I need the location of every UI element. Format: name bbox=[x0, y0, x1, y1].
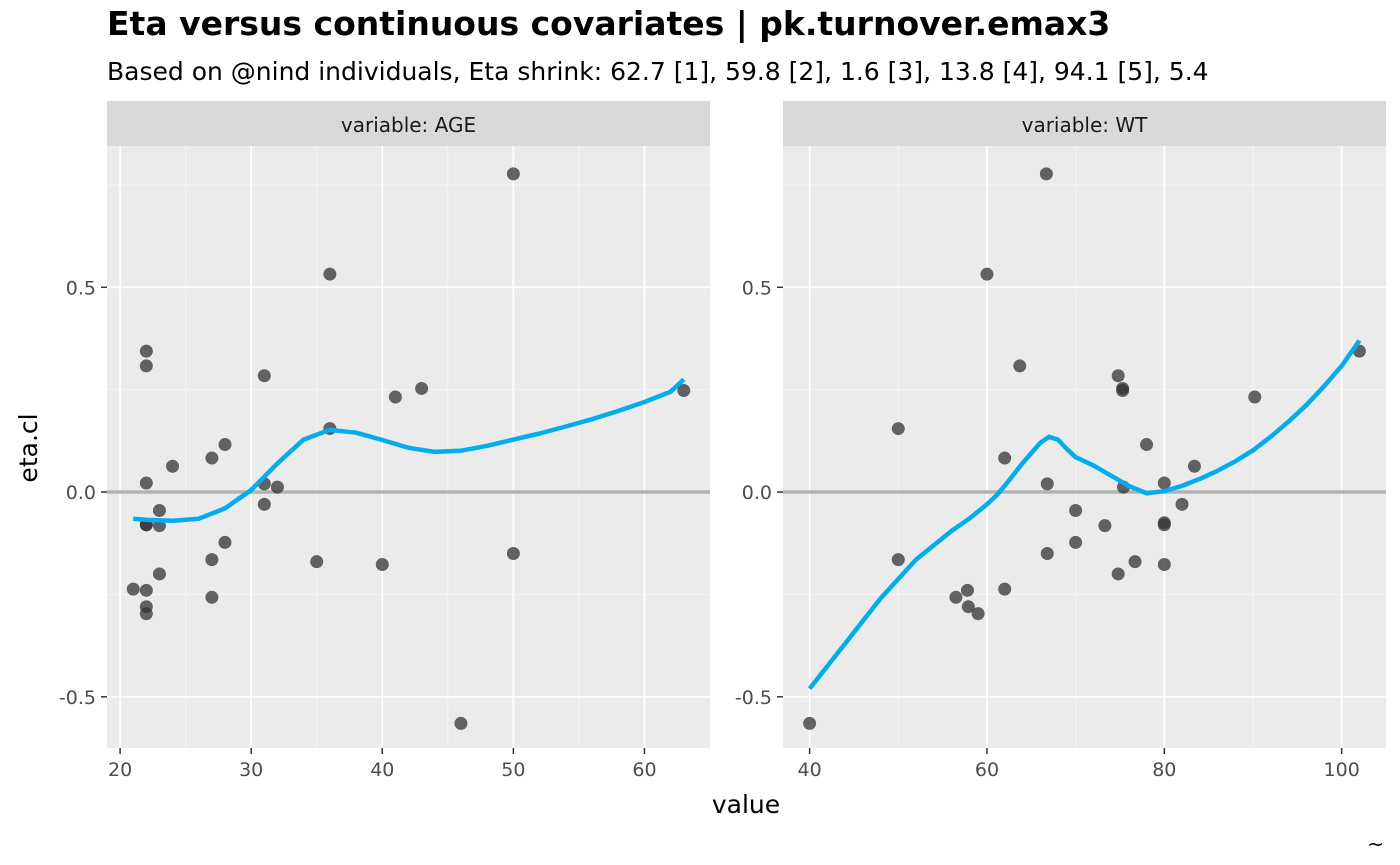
data-point bbox=[454, 716, 468, 730]
panel-strip bbox=[107, 101, 710, 146]
chart-title: Eta versus continuous covariates | pk.tu… bbox=[107, 4, 1110, 43]
data-point bbox=[139, 359, 153, 373]
data-point bbox=[1040, 546, 1054, 560]
data-point bbox=[152, 503, 166, 517]
data-point bbox=[998, 451, 1012, 465]
data-point bbox=[1248, 390, 1262, 404]
data-point bbox=[506, 546, 520, 560]
x-tick-label: 60 bbox=[632, 759, 656, 781]
data-point bbox=[126, 582, 140, 596]
smooth-line bbox=[132, 377, 686, 523]
y-axis-title: eta.cl bbox=[14, 413, 43, 482]
data-point bbox=[415, 381, 429, 395]
data-point bbox=[803, 716, 817, 730]
data-point bbox=[1098, 519, 1112, 533]
y-tick-label: 0.0 bbox=[66, 482, 96, 504]
data-point bbox=[205, 553, 219, 567]
data-point bbox=[1175, 497, 1189, 511]
data-point bbox=[971, 607, 985, 621]
data-point bbox=[891, 553, 905, 567]
data-point bbox=[139, 344, 153, 358]
data-point bbox=[139, 476, 153, 490]
data-point bbox=[257, 497, 271, 511]
data-point bbox=[1157, 476, 1171, 490]
data-point bbox=[375, 558, 389, 572]
x-tick-label: 40 bbox=[370, 759, 394, 781]
panel-2: variable: WT 40 60 80 100 -0.5 0.0 0.5 bbox=[735, 101, 1386, 781]
data-point bbox=[139, 607, 153, 621]
data-point bbox=[677, 383, 691, 397]
panel-background bbox=[783, 146, 1386, 748]
y-tick-label: 0.5 bbox=[66, 277, 96, 299]
caption: ~ bbox=[1367, 832, 1384, 856]
x-tick-label: 50 bbox=[501, 759, 525, 781]
data-point bbox=[506, 167, 520, 181]
data-point bbox=[1157, 558, 1171, 572]
data-point bbox=[1111, 567, 1125, 581]
y-tick-label: -0.5 bbox=[59, 687, 96, 709]
panel-1: variable: AGE 20 30 40 50 60 -0.5 0.0 0.5 bbox=[59, 101, 710, 781]
data-point bbox=[139, 583, 153, 597]
data-point bbox=[1140, 438, 1154, 452]
data-point bbox=[998, 582, 1012, 596]
data-point bbox=[166, 459, 180, 473]
x-tick-label: 20 bbox=[108, 759, 132, 781]
x-tick-label: 40 bbox=[798, 759, 822, 781]
data-point bbox=[961, 600, 975, 614]
data-point bbox=[1069, 503, 1083, 517]
smooth-line bbox=[807, 339, 1362, 690]
data-point bbox=[1157, 516, 1171, 530]
x-tick-label: 100 bbox=[1324, 759, 1360, 781]
data-point bbox=[1187, 459, 1201, 473]
data-point bbox=[949, 590, 963, 604]
data-point bbox=[1013, 359, 1027, 373]
chart-subtitle: Based on @nind individuals, Eta shrink: … bbox=[107, 57, 1209, 86]
y-tick-label: 0.5 bbox=[742, 277, 772, 299]
data-point bbox=[1128, 555, 1142, 569]
data-point bbox=[1116, 383, 1130, 397]
data-point bbox=[218, 535, 232, 549]
data-point bbox=[1111, 369, 1125, 383]
data-point bbox=[960, 583, 974, 597]
data-point bbox=[205, 451, 219, 465]
x-axis-title: value bbox=[712, 790, 780, 819]
panel-strip-label: variable: WT bbox=[1022, 113, 1149, 137]
data-point bbox=[152, 567, 166, 581]
data-point bbox=[1039, 167, 1053, 181]
data-point bbox=[1069, 535, 1083, 549]
data-point bbox=[310, 555, 324, 569]
x-tick-label: 80 bbox=[1152, 759, 1176, 781]
data-point bbox=[205, 590, 219, 604]
y-tick-label: 0.0 bbox=[742, 482, 772, 504]
data-point bbox=[388, 390, 402, 404]
data-point bbox=[980, 267, 994, 281]
data-point bbox=[891, 422, 905, 436]
panel-strip bbox=[783, 101, 1386, 146]
y-tick-label: -0.5 bbox=[735, 687, 772, 709]
data-point bbox=[218, 438, 232, 452]
panel-strip-label: variable: AGE bbox=[341, 113, 476, 137]
data-point bbox=[257, 369, 271, 383]
data-point bbox=[323, 267, 337, 281]
x-tick-label: 30 bbox=[239, 759, 263, 781]
x-tick-label: 60 bbox=[975, 759, 999, 781]
data-point bbox=[270, 480, 284, 494]
data-point bbox=[1040, 477, 1054, 491]
